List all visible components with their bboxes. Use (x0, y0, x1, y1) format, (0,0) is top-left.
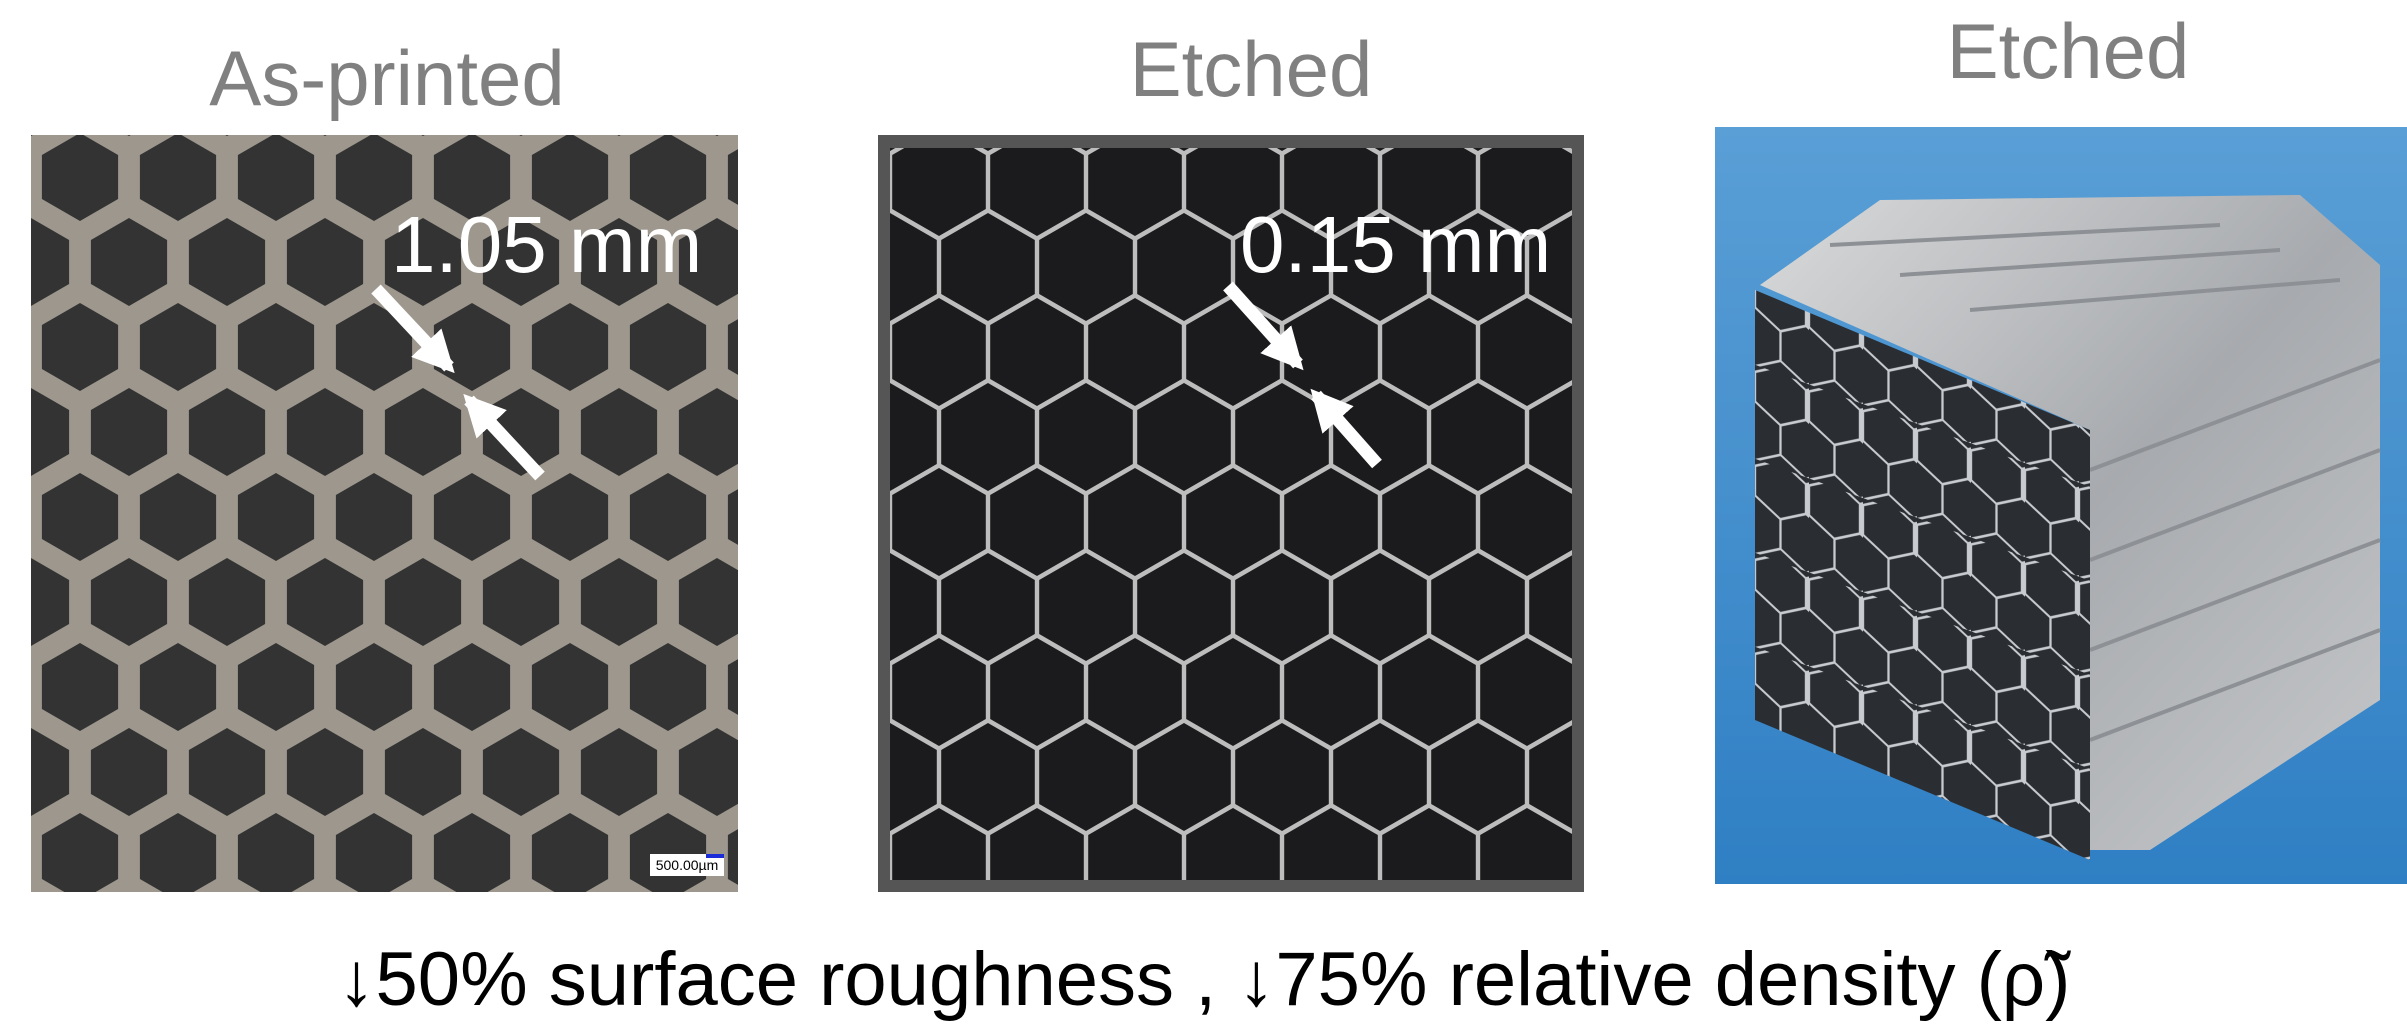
figure: As-printed 1.05 mm 500.00µm Etched 0.15 … (0, 0, 2407, 1024)
caption: ↓50% surface roughness , ↓75% relative d… (338, 937, 2072, 1022)
panel-title: As-printed (209, 34, 565, 122)
thickness-label: 0.15 mm (1240, 200, 1551, 289)
thickness-label: 1.05 mm (391, 200, 702, 289)
page: {"panels": [ {"title": "As-printed", "an… (0, 0, 2407, 1024)
scale-bar-label: 500.00µm (656, 857, 719, 873)
panel-title: Etched (1130, 25, 1373, 113)
page-body: As-printed 1.05 mm 500.00µm Etched 0.15 … (0, 0, 2407, 1024)
panel-title: Etched (1947, 7, 2190, 95)
